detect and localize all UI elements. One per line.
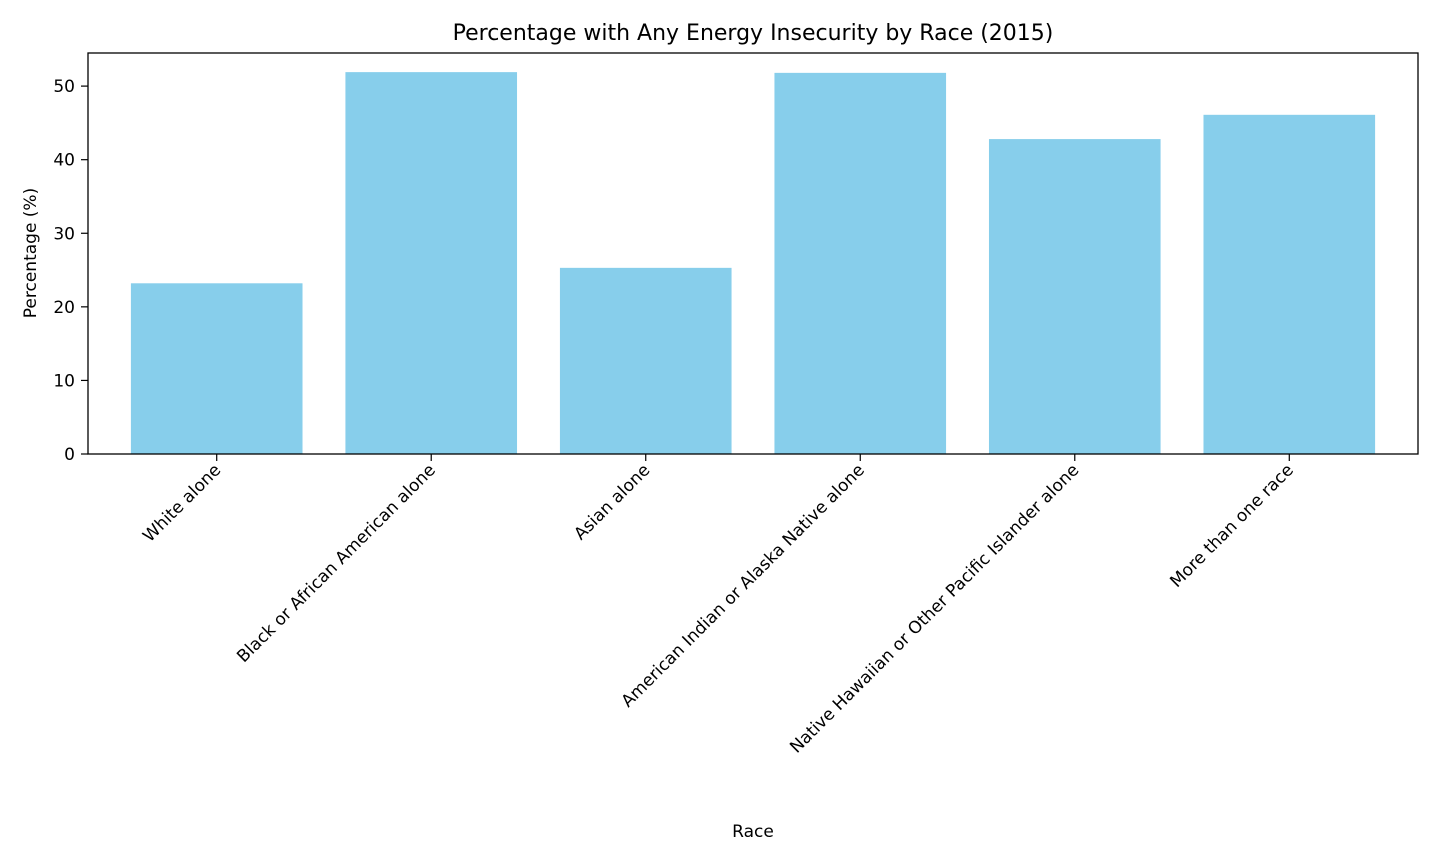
bar-0 (130, 283, 303, 454)
bar-3 (774, 72, 947, 454)
chart-title: Percentage with Any Energy Insecurity by… (453, 21, 1054, 46)
bar-4 (988, 139, 1161, 454)
y-axis-label: Percentage (%) (21, 188, 41, 318)
x-tick-label: More than one race (1166, 460, 1297, 591)
x-tick-label: White alone (139, 460, 225, 546)
x-axis-label: Race (732, 822, 774, 842)
plot-area: 0 10 20 30 40 50 White alone Black or African A… (53, 52, 1419, 757)
y-tick-label: 40 (53, 151, 75, 171)
bar-5 (1203, 114, 1376, 454)
bar-2 (559, 267, 732, 454)
x-tick-label: Black or African American alone (233, 460, 439, 666)
y-tick-label: 20 (53, 298, 75, 318)
x-tick-label: Asian alone (570, 460, 654, 544)
axes-frame (87, 52, 1419, 455)
y-tick-label: 30 (53, 224, 75, 244)
y-tick-label: 50 (53, 77, 75, 97)
y-tick-label: 10 (53, 371, 75, 391)
bar-1 (345, 72, 518, 454)
x-tick-label: American Indian or Alaska Native alone (618, 460, 869, 711)
y-tick-label: 0 (64, 445, 75, 465)
